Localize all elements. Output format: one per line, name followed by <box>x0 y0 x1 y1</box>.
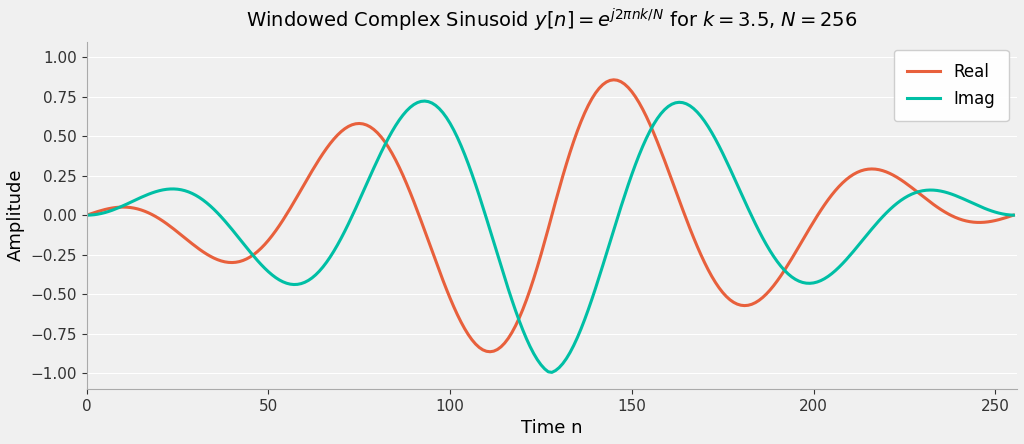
Real <box>542 226 554 231</box>
Imag <box>426 100 438 106</box>
Imag <box>436 110 449 115</box>
X-axis label: Time n: Time n <box>521 419 583 437</box>
Imag <box>840 257 852 262</box>
Legend: Real, Imag: Real, Imag <box>894 50 1009 121</box>
Imag <box>487 240 500 245</box>
Real <box>422 238 434 243</box>
Title: Windowed Complex Sinusoid $y[n] = e^{j2\pi nk/N}$ for $k = 3.5$, $N = 256$: Windowed Complex Sinusoid $y[n] = e^{j2\… <box>246 7 858 34</box>
Imag <box>81 213 93 218</box>
Imag <box>542 369 554 374</box>
Imag <box>419 99 431 104</box>
Imag <box>1008 213 1020 218</box>
Real <box>484 349 497 354</box>
Real <box>487 349 500 354</box>
Y-axis label: Amplitude: Amplitude <box>7 169 25 262</box>
Real <box>840 177 852 182</box>
Imag <box>546 370 558 375</box>
Line: Real: Real <box>87 80 1014 352</box>
Imag <box>372 158 384 163</box>
Real <box>433 268 445 273</box>
Real <box>81 213 93 218</box>
Real <box>1008 213 1020 218</box>
Real <box>372 130 384 135</box>
Line: Imag: Imag <box>87 101 1014 373</box>
Real <box>607 77 620 83</box>
